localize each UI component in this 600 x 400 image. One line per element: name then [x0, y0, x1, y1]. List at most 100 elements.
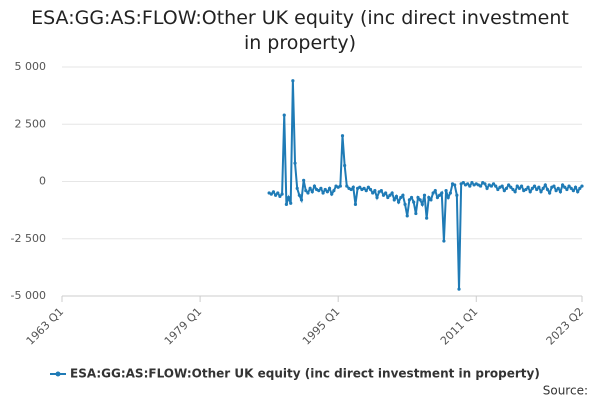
data-point: [489, 184, 493, 188]
data-point: [509, 185, 513, 189]
data-point: [425, 216, 429, 220]
y-tick-label: -5 000: [11, 289, 46, 302]
data-point: [470, 181, 474, 185]
data-point: [412, 200, 416, 204]
data-point: [556, 186, 560, 190]
data-point: [384, 191, 388, 195]
data-point: [416, 195, 420, 200]
data-point: [444, 189, 448, 193]
data-point: [580, 184, 584, 188]
data-point: [543, 183, 547, 187]
data-point: [552, 184, 556, 188]
data-point: [403, 202, 407, 206]
data-point: [353, 202, 358, 206]
data-point: [453, 183, 457, 187]
data-point: [312, 184, 317, 188]
data-point: [308, 186, 312, 190]
data-point: [539, 190, 543, 194]
data-point: [405, 214, 409, 218]
data-point: [532, 184, 537, 188]
data-point: [478, 184, 483, 188]
data-point: [343, 163, 347, 168]
x-tick-label: 1979 Q1: [162, 305, 205, 348]
y-tick-label: 0: [39, 175, 46, 188]
data-point: [364, 189, 368, 193]
data-point: [548, 191, 552, 195]
data-point: [332, 189, 336, 193]
data-point: [418, 198, 422, 202]
data-point: [319, 186, 323, 190]
data-point: [567, 184, 571, 188]
data-point: [541, 186, 545, 190]
data-point: [330, 192, 334, 196]
data-point: [304, 189, 308, 193]
data-point: [455, 193, 459, 197]
data-point: [396, 200, 401, 204]
data-point: [565, 187, 569, 192]
data-point: [299, 198, 304, 202]
data-point: [271, 190, 276, 194]
data-point: [483, 182, 487, 186]
data-point: [327, 186, 332, 190]
data-point: [358, 185, 362, 189]
x-tick-label: 1995 Q1: [300, 305, 343, 348]
data-point: [461, 181, 465, 185]
data-point: [511, 187, 515, 192]
data-point: [392, 198, 396, 202]
legend-label: ESA:GG:AS:FLOW:Other UK equity (inc dire…: [70, 367, 540, 381]
data-point: [276, 191, 280, 195]
data-point: [502, 189, 506, 193]
data-point: [437, 193, 442, 197]
data-point: [323, 187, 327, 192]
data-point: [379, 189, 383, 193]
data-point: [388, 193, 392, 197]
data-point: [500, 184, 504, 188]
data-point: [289, 201, 293, 205]
x-tick-label: 2023 Q2: [544, 305, 587, 348]
data-point: [433, 189, 437, 193]
data-point: [366, 185, 370, 189]
data-point: [321, 191, 325, 195]
source-label: Source:: [543, 384, 588, 398]
data-point: [545, 187, 550, 192]
data-point: [519, 184, 524, 188]
data-point: [345, 184, 349, 188]
data-point: [448, 191, 452, 195]
data-point: [457, 287, 461, 291]
data-point: [274, 193, 278, 197]
data-point: [563, 185, 567, 189]
data-point: [526, 185, 530, 189]
data-point: [351, 185, 355, 189]
data-point: [515, 184, 519, 188]
data-point: [571, 189, 575, 193]
data-point: [282, 113, 286, 117]
data-point: [401, 193, 405, 197]
data-point: [381, 193, 386, 197]
data-point: [504, 186, 509, 190]
data-point: [422, 193, 427, 197]
data-point: [386, 195, 390, 200]
data-point: [560, 183, 565, 187]
data-point: [491, 182, 496, 186]
data-point: [278, 194, 282, 198]
data-point: [409, 195, 414, 200]
data-point: [280, 192, 284, 196]
data-point: [528, 190, 532, 194]
data-point: [317, 189, 321, 193]
data-point: [468, 184, 472, 188]
data-point: [440, 191, 444, 195]
data-point: [368, 187, 373, 192]
data-point: [573, 185, 578, 189]
data-point: [485, 186, 489, 190]
data-point: [513, 190, 517, 194]
data-point: [494, 184, 498, 188]
data-point: [340, 134, 345, 138]
data-point: [390, 191, 394, 195]
data-point: [569, 186, 573, 190]
data-point: [284, 202, 288, 206]
data-point: [537, 185, 541, 189]
data-point: [420, 202, 424, 206]
data-point: [291, 79, 295, 83]
y-tick-label: -2 500: [11, 232, 46, 245]
